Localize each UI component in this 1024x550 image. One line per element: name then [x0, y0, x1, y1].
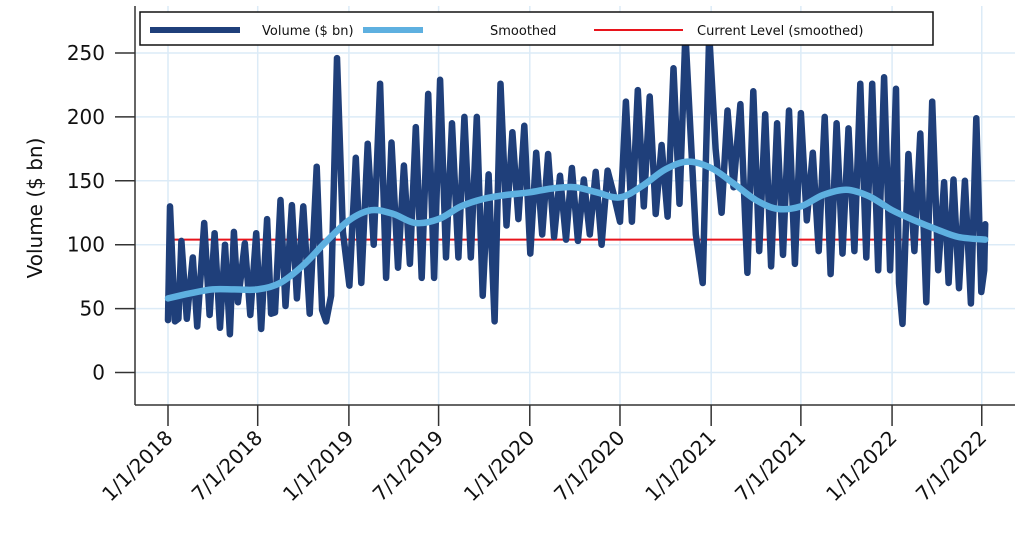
x-tick-label: 7/1/2019 — [368, 426, 448, 506]
y-tick-label: 0 — [92, 361, 105, 385]
axes — [134, 6, 1015, 406]
x-tick-label: 1/1/2018 — [97, 426, 177, 506]
y-tick-label: 100 — [67, 233, 105, 257]
volume-series-line — [164, 30, 989, 338]
legend: Volume ($ bn) Smoothed Current Level (sm… — [139, 11, 934, 46]
x-ticks: 1/1/2018 7/1/2018 1/1/2019 7/1/2019 1/1/2020… — [97, 405, 991, 506]
x-tick-label: 7/1/2021 — [730, 426, 810, 506]
series-layer — [164, 30, 989, 338]
y-ticks: 0 50 100 150 200 250 — [67, 41, 135, 385]
x-tick-label: 1/1/2020 — [459, 426, 539, 506]
legend-label-current: Current Level (smoothed) — [697, 24, 863, 39]
x-tick-label: 7/1/2020 — [549, 426, 629, 506]
smoothed-series-line — [164, 158, 989, 302]
x-tick-label: 1/1/2022 — [821, 426, 901, 506]
legend-label-volume: Volume ($ bn) — [262, 24, 354, 39]
y-axis-label: Volume ($ bn) — [23, 138, 47, 279]
x-tick-label: 1/1/2019 — [278, 426, 358, 506]
x-tick-label: 1/1/2021 — [640, 426, 720, 506]
legend-box — [139, 11, 934, 46]
y-tick-label: 50 — [80, 297, 105, 321]
y-tick-label: 150 — [67, 169, 105, 193]
x-tick-label: 7/1/2022 — [911, 426, 991, 506]
y-tick-label: 200 — [67, 105, 105, 129]
legend-label-smoothed: Smoothed — [490, 24, 556, 39]
x-tick-label: 7/1/2018 — [187, 426, 267, 506]
y-tick-label: 250 — [67, 41, 105, 65]
